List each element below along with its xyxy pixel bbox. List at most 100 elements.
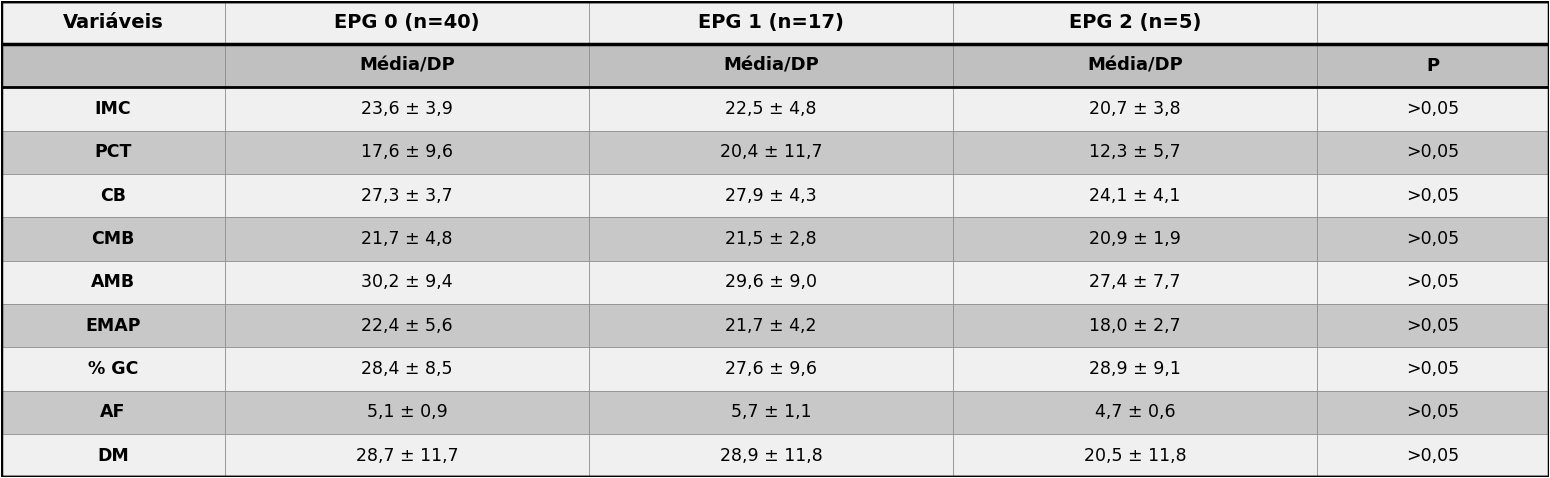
Text: >0,05: >0,05: [1406, 316, 1460, 335]
Bar: [953, 434, 1318, 478]
Bar: [1318, 348, 1550, 391]
Text: 28,7 ± 11,7: 28,7 ± 11,7: [356, 446, 459, 465]
Text: 27,9 ± 4,3: 27,9 ± 4,3: [725, 187, 817, 205]
Text: 12,3 ± 5,7: 12,3 ± 5,7: [1090, 143, 1181, 162]
Text: >0,05: >0,05: [1406, 403, 1460, 421]
Bar: [0, 391, 225, 434]
Text: 27,4 ± 7,7: 27,4 ± 7,7: [1090, 273, 1181, 291]
Bar: [953, 391, 1318, 434]
Text: >0,05: >0,05: [1406, 143, 1460, 162]
Text: 24,1 ± 4,1: 24,1 ± 4,1: [1090, 187, 1181, 205]
Text: 21,5 ± 2,8: 21,5 ± 2,8: [725, 230, 817, 248]
Text: >0,05: >0,05: [1406, 100, 1460, 118]
Text: P: P: [1426, 57, 1440, 75]
Text: 28,9 ± 11,8: 28,9 ± 11,8: [719, 446, 823, 465]
Text: 22,4 ± 5,6: 22,4 ± 5,6: [361, 316, 453, 335]
Text: 27,3 ± 3,7: 27,3 ± 3,7: [361, 187, 453, 205]
Bar: [225, 348, 589, 391]
Bar: [589, 261, 953, 304]
Bar: [0, 217, 225, 261]
Bar: [1318, 0, 1550, 44]
Text: 4,7 ± 0,6: 4,7 ± 0,6: [1094, 403, 1175, 421]
Text: % GC: % GC: [88, 360, 138, 378]
Bar: [225, 87, 589, 130]
Bar: [589, 217, 953, 261]
Bar: [1318, 434, 1550, 478]
Text: 20,7 ± 3,8: 20,7 ± 3,8: [1090, 100, 1181, 118]
Bar: [953, 217, 1318, 261]
Text: 29,6 ± 9,0: 29,6 ± 9,0: [725, 273, 817, 291]
Text: CB: CB: [99, 187, 126, 205]
Bar: [0, 87, 225, 130]
Bar: [953, 261, 1318, 304]
Text: 27,6 ± 9,6: 27,6 ± 9,6: [725, 360, 817, 378]
Bar: [589, 391, 953, 434]
Text: 23,6 ± 3,9: 23,6 ± 3,9: [361, 100, 453, 118]
Text: 20,5 ± 11,8: 20,5 ± 11,8: [1083, 446, 1186, 465]
Text: EPG 0 (n=40): EPG 0 (n=40): [335, 13, 480, 32]
Bar: [225, 44, 589, 87]
Bar: [589, 304, 953, 348]
Text: 22,5 ± 4,8: 22,5 ± 4,8: [725, 100, 817, 118]
Bar: [953, 87, 1318, 130]
Text: >0,05: >0,05: [1406, 230, 1460, 248]
Bar: [0, 434, 225, 478]
Bar: [0, 174, 225, 217]
Text: >0,05: >0,05: [1406, 273, 1460, 291]
Bar: [589, 434, 953, 478]
Text: >0,05: >0,05: [1406, 446, 1460, 465]
Text: DM: DM: [98, 446, 129, 465]
Text: EPG 1 (n=17): EPG 1 (n=17): [698, 13, 845, 32]
Bar: [225, 261, 589, 304]
Bar: [1318, 130, 1550, 174]
Bar: [1318, 87, 1550, 130]
Bar: [225, 130, 589, 174]
Text: 28,4 ± 8,5: 28,4 ± 8,5: [361, 360, 453, 378]
Bar: [0, 261, 225, 304]
Bar: [225, 0, 589, 44]
Text: >0,05: >0,05: [1406, 360, 1460, 378]
Bar: [225, 304, 589, 348]
Text: AF: AF: [101, 403, 126, 421]
Text: PCT: PCT: [95, 143, 132, 162]
Bar: [225, 217, 589, 261]
Text: 20,4 ± 11,7: 20,4 ± 11,7: [719, 143, 823, 162]
Text: >0,05: >0,05: [1406, 187, 1460, 205]
Bar: [953, 44, 1318, 87]
Text: 28,9 ± 9,1: 28,9 ± 9,1: [1090, 360, 1181, 378]
Bar: [1318, 44, 1550, 87]
Text: EPG 2 (n=5): EPG 2 (n=5): [1070, 13, 1201, 32]
Text: 5,7 ± 1,1: 5,7 ± 1,1: [730, 403, 812, 421]
Bar: [589, 87, 953, 130]
Text: Variáveis: Variáveis: [62, 13, 163, 32]
Bar: [1318, 174, 1550, 217]
Bar: [0, 44, 225, 87]
Bar: [225, 391, 589, 434]
Bar: [953, 130, 1318, 174]
Text: Média/DP: Média/DP: [1087, 57, 1183, 75]
Text: 30,2 ± 9,4: 30,2 ± 9,4: [361, 273, 453, 291]
Bar: [225, 434, 589, 478]
Bar: [0, 0, 225, 44]
Text: Média/DP: Média/DP: [724, 57, 818, 75]
Text: 21,7 ± 4,2: 21,7 ± 4,2: [725, 316, 817, 335]
Bar: [1318, 391, 1550, 434]
Bar: [225, 174, 589, 217]
Text: CMB: CMB: [91, 230, 135, 248]
Text: IMC: IMC: [95, 100, 132, 118]
Bar: [589, 174, 953, 217]
Bar: [953, 348, 1318, 391]
Bar: [0, 130, 225, 174]
Text: 17,6 ± 9,6: 17,6 ± 9,6: [361, 143, 453, 162]
Text: Média/DP: Média/DP: [360, 57, 456, 75]
Bar: [589, 348, 953, 391]
Bar: [589, 0, 953, 44]
Bar: [953, 304, 1318, 348]
Text: 18,0 ± 2,7: 18,0 ± 2,7: [1090, 316, 1181, 335]
Bar: [1318, 217, 1550, 261]
Text: 21,7 ± 4,8: 21,7 ± 4,8: [361, 230, 453, 248]
Bar: [953, 174, 1318, 217]
Bar: [1318, 261, 1550, 304]
Bar: [1318, 304, 1550, 348]
Bar: [0, 348, 225, 391]
